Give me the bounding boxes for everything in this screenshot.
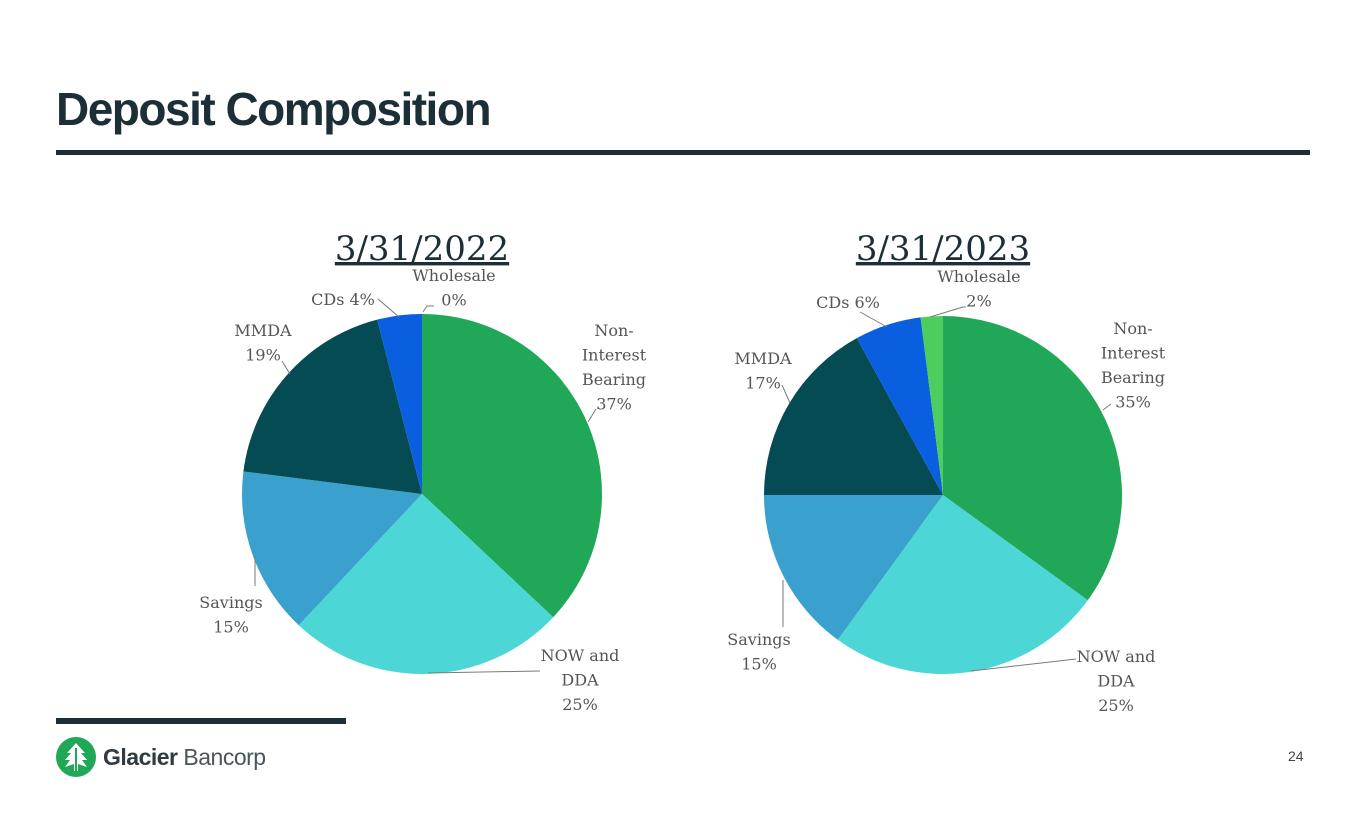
glacier-tree-icon [56,737,96,777]
slice-label-cds: CDs 4% [311,290,375,309]
leader-line-cds [377,298,400,318]
chart-title: 3/31/2023 [856,229,1030,269]
footer-divider [56,718,346,724]
slice-label-savings: Savings 15% [727,630,790,674]
slice-label-line: 2% [966,292,991,311]
slice-label-wholesale: Wholesale 2% [937,267,1020,311]
slice-label-line: 37% [596,395,632,414]
slice-label-cds: CDs 6% [816,293,880,312]
pie-slice-wholesale [920,316,943,495]
slice-label-line: DDA [561,671,599,690]
slice-label-now-and-dda: NOW and DDA 25% [541,646,620,714]
pie-slice-mmda [764,338,943,495]
pie-slice-non-interest-bearing [943,316,1122,601]
leader-line-now-and-dda [427,670,541,674]
pie-slice-mmda [243,319,422,494]
company-name-light: Bancorp [177,743,266,770]
pie-slice-cds [856,317,943,495]
slice-label-line: NOW and [541,646,620,665]
company-logo: Glacier Bancorp [56,737,266,777]
slice-label-line: 15% [213,618,249,637]
leader-line-wholesale [929,306,966,318]
pie-slice-cds [377,314,422,494]
slice-label-mmda: MMDA 19% [234,321,292,365]
pie-slice-non-interest-bearing [422,314,602,618]
slice-label-now-and-dda: NOW and DDA 25% [1077,647,1156,715]
slice-label-mmda: MMDA 17% [734,349,792,393]
slice-label-line: DDA [1097,672,1135,691]
leader-line-wholesale [422,305,434,313]
slice-label-line: 25% [562,695,598,714]
slice-label-line: Wholesale [937,267,1020,286]
slice-label-line: 15% [741,655,777,674]
slice-label-line: Bearing [582,370,646,389]
page-title: Deposit Composition [56,83,492,135]
slice-label-line: Interest [1101,344,1166,363]
slice-label-line: MMDA [734,349,792,368]
leader-line-mmda [781,384,791,404]
page-number: 24 [1288,748,1304,764]
leader-line-non-interest-bearing [1102,403,1112,411]
company-name-bold: Glacier [103,743,178,770]
slice-label-line: NOW and [1077,647,1156,666]
leader-line-cds [859,311,888,328]
slice-label-line: 25% [1098,696,1134,715]
slice-label-line: 19% [245,346,281,365]
slice-label-wholesale: Wholesale 0% [412,266,495,310]
company-name: Glacier Bancorp [103,744,266,771]
slice-label-line: Bearing [1101,368,1165,387]
pie-chart-1: 3/31/2022 Non- Interest Bearing 37% NOW and DD… [199,229,646,714]
slice-label-line: CDs 4% [311,290,375,309]
leader-line-non-interest-bearing [587,408,597,423]
slice-label-line: Non- [1113,319,1152,338]
pie-slice-now-and-dda [298,494,554,674]
chart-title: 3/31/2022 [335,229,509,269]
pie-slice-savings [764,495,943,640]
slice-label-line: Savings [727,630,790,649]
title-divider [56,150,1310,155]
slice-label-line: CDs 6% [816,293,880,312]
leader-line-mmda [281,360,291,375]
slice-label-line: 17% [745,374,781,393]
slice-label-non-interest-bearing: Non- Interest Bearing 35% [1101,319,1166,412]
pie-chart-2: 3/31/2023 Non- Interest Bearing 35% NOW and DD… [727,229,1165,715]
slice-label-line: MMDA [234,321,292,340]
slice-label-savings: Savings 15% [199,593,262,637]
slice-label-line: Interest [582,346,647,365]
slice-label-line: 35% [1115,393,1151,412]
slice-label-line: 0% [441,291,466,310]
slice-label-non-interest-bearing: Non- Interest Bearing 37% [582,321,647,414]
slice-label-line: Non- [594,321,633,340]
slice-label-line: Savings [199,593,262,612]
slice-label-line: Wholesale [412,266,495,285]
pie-slice-savings [242,471,422,626]
pie-slice-now-and-dda [837,495,1088,674]
leader-line-now-and-dda [970,658,1077,672]
